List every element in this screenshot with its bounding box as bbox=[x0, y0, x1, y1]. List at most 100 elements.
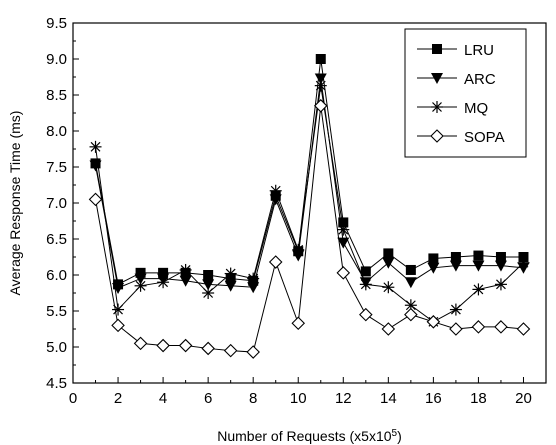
data-point-mq bbox=[179, 263, 192, 276]
data-point-lru bbox=[338, 217, 349, 228]
data-point-sopa bbox=[111, 318, 125, 333]
x-tick-label: 10 bbox=[290, 390, 307, 407]
x-tick-label: 12 bbox=[335, 390, 352, 407]
legend-label-arc: ARC bbox=[464, 71, 496, 88]
data-point-mq bbox=[89, 140, 102, 153]
x-axis-title-suffix: ) bbox=[397, 428, 402, 444]
y-tick-label: 8.5 bbox=[46, 87, 67, 104]
y-tick-label: 6.0 bbox=[46, 267, 67, 284]
data-point-mq bbox=[449, 303, 462, 316]
data-point-lru bbox=[495, 252, 506, 262]
data-point-sopa bbox=[223, 343, 238, 358]
legend-box bbox=[404, 28, 527, 158]
y-axis-title: Average Response Time (ms) bbox=[7, 111, 23, 296]
legend-marker-lru bbox=[432, 44, 442, 54]
data-point-sopa bbox=[156, 338, 170, 353]
data-point-mq bbox=[472, 283, 485, 296]
y-tick-label: 4.5 bbox=[46, 375, 67, 392]
data-point-mq bbox=[202, 287, 215, 299]
data-point-sopa bbox=[449, 322, 463, 336]
legend-label-sopa: SOPA bbox=[464, 129, 505, 146]
legend-marker-sopa bbox=[430, 129, 444, 143]
data-point-mq bbox=[134, 279, 147, 292]
data-point-lru bbox=[405, 264, 416, 275]
data-point-mq bbox=[292, 243, 305, 256]
legend: LRU ARC MQ SOPA bbox=[404, 28, 527, 158]
data-point-lru bbox=[135, 267, 146, 278]
data-point-arc bbox=[269, 194, 282, 206]
y-tick-label: 8.0 bbox=[46, 123, 67, 140]
y-tick-label: 9.5 bbox=[46, 15, 67, 32]
data-point-mq bbox=[269, 184, 282, 197]
data-point-mq bbox=[314, 79, 327, 92]
data-point-arc bbox=[427, 262, 440, 274]
series-sopa bbox=[88, 99, 531, 359]
x-tick-label: 2 bbox=[114, 390, 122, 407]
data-point-lru bbox=[428, 253, 439, 264]
series-mq bbox=[89, 79, 530, 328]
y-tick-label: 6.5 bbox=[46, 231, 67, 248]
data-point-mq bbox=[247, 272, 260, 285]
data-point-mq bbox=[494, 278, 507, 291]
data-point-sopa bbox=[201, 341, 215, 356]
data-point-sopa bbox=[313, 99, 328, 113]
legend-item-lru: LRU bbox=[417, 42, 494, 59]
data-point-sopa bbox=[178, 338, 193, 353]
y-tick-label: 7.0 bbox=[46, 195, 67, 212]
y-tick-label: 7.5 bbox=[46, 159, 67, 176]
series-line-mq bbox=[95, 85, 524, 323]
x-tick-label: 14 bbox=[380, 390, 397, 407]
data-point-mq bbox=[224, 267, 237, 280]
x-tick-label: 4 bbox=[159, 390, 167, 407]
data-point-sopa bbox=[426, 315, 441, 329]
data-point-arc bbox=[337, 237, 350, 249]
data-point-sopa bbox=[268, 255, 283, 269]
data-point-mq bbox=[382, 281, 395, 294]
y-tick-label: 9.0 bbox=[46, 51, 67, 68]
data-point-lru bbox=[383, 248, 394, 259]
y-tick-label: 5.5 bbox=[46, 303, 67, 320]
data-point-arc bbox=[404, 277, 417, 289]
legend-marker-arc bbox=[431, 73, 443, 84]
x-axis-title-superscript: 5 bbox=[392, 428, 398, 439]
data-point-arc bbox=[314, 73, 327, 85]
x-tick-label: 20 bbox=[515, 390, 532, 407]
data-point-arc bbox=[202, 279, 215, 291]
data-point-mq bbox=[517, 256, 530, 269]
axes: 0 2 4 6 8 10 12 14 16 18 20 4.5 5.0 5.5 6.0 6.5 7.0 7.5 8.… bbox=[46, 15, 547, 407]
data-point-arc bbox=[494, 260, 507, 272]
x-tick-label: 16 bbox=[425, 390, 442, 407]
data-point-arc bbox=[224, 280, 237, 292]
legend-item-arc: ARC bbox=[417, 71, 496, 88]
data-point-lru bbox=[360, 266, 371, 277]
x-axis-title-text: Number of Requests (x5x10 bbox=[217, 428, 392, 444]
legend-label-lru: LRU bbox=[464, 42, 494, 59]
data-point-arc bbox=[472, 260, 485, 272]
legend-item-mq: MQ bbox=[417, 100, 488, 117]
legend-marker-mq bbox=[431, 101, 443, 113]
x-tick-label: 18 bbox=[470, 390, 487, 407]
data-point-sopa bbox=[88, 192, 103, 207]
data-point-arc bbox=[382, 257, 395, 269]
legend-item-sopa: SOPA bbox=[417, 129, 505, 146]
data-point-mq bbox=[337, 223, 350, 236]
data-point-sopa bbox=[336, 266, 351, 280]
y-tick-label: 5.0 bbox=[46, 339, 67, 356]
data-point-sopa bbox=[133, 336, 148, 351]
data-point-lru bbox=[473, 250, 484, 261]
data-point-arc bbox=[179, 275, 192, 287]
data-point-arc bbox=[449, 260, 462, 272]
data-point-sopa bbox=[291, 316, 306, 331]
data-point-sopa bbox=[404, 307, 418, 322]
data-point-sopa bbox=[359, 307, 373, 322]
data-point-arc bbox=[247, 282, 260, 294]
data-point-sopa bbox=[516, 322, 531, 336]
data-point-sopa bbox=[381, 322, 396, 336]
legend-label-mq: MQ bbox=[464, 100, 488, 117]
data-point-mq bbox=[112, 303, 125, 316]
data-point-arc bbox=[89, 160, 102, 172]
x-axis-title: Number of Requests (x5x105) bbox=[217, 428, 402, 445]
data-point-lru bbox=[158, 267, 169, 278]
plot-area bbox=[88, 54, 531, 359]
